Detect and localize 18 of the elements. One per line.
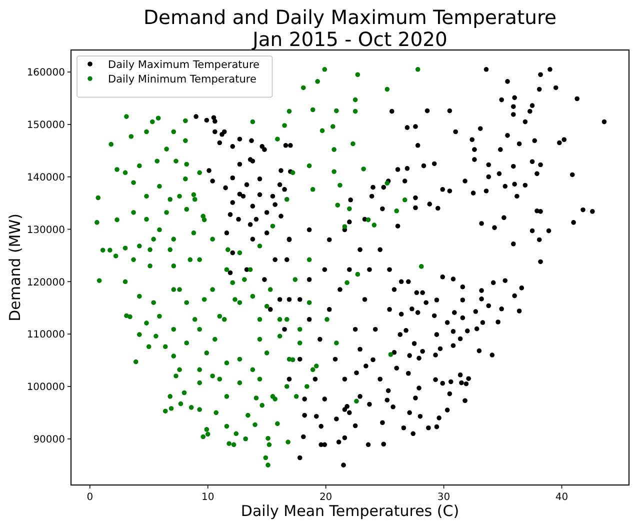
x-tick-label: 40 xyxy=(555,492,568,503)
y-axis-title: Demand (MW) xyxy=(6,214,24,322)
x-tick-label: 10 xyxy=(201,492,214,503)
chart-title: Demand and Daily Maximum Temperature Jan 2015 - Oct 2020 xyxy=(143,6,557,51)
x-tick-label: 30 xyxy=(437,492,450,503)
y-tick-label: 120000 xyxy=(26,277,65,288)
legend-label: Daily Maximum Temperature xyxy=(108,58,260,71)
y-tick-label: 110000 xyxy=(26,330,65,341)
y-tick-label: 130000 xyxy=(26,224,65,236)
x-axis-title: Daily Mean Temperatures (C) xyxy=(240,502,460,520)
y-tick-label: 100000 xyxy=(26,382,65,394)
y-tick-label: 140000 xyxy=(26,172,65,184)
y-tick-label: 160000 xyxy=(26,68,65,79)
y-tick-label: 90000 xyxy=(33,434,65,446)
x-tick-label: 20 xyxy=(319,492,332,503)
y-tick-label: 150000 xyxy=(26,120,65,132)
legend-label: Daily Minimum Temperature xyxy=(108,73,256,86)
x-tick-label: 0 xyxy=(86,492,94,503)
